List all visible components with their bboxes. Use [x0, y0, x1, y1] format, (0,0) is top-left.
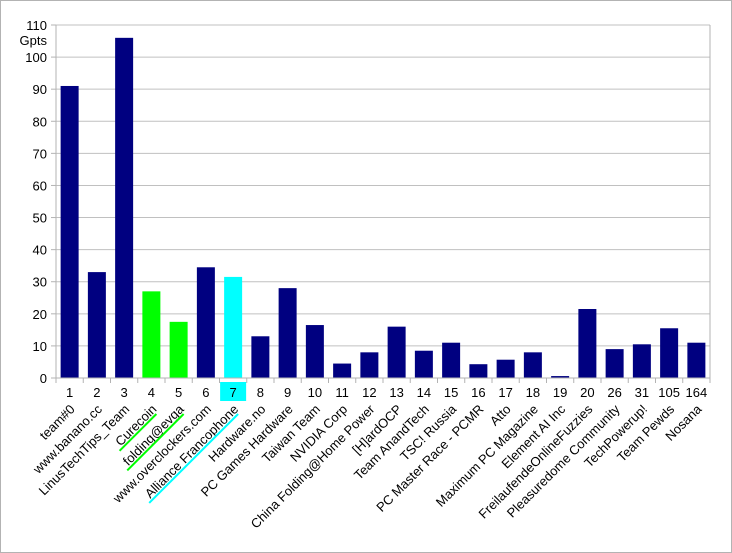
y-tick-label: 20: [33, 307, 47, 322]
y-tick-label: 30: [33, 275, 47, 290]
x-rank-label: 164: [686, 385, 708, 400]
x-rank-label: 2: [93, 385, 100, 400]
bar-rank-11: [333, 363, 352, 378]
bar-rank-2: [87, 272, 106, 378]
bar-rank-20: [578, 309, 597, 378]
x-rank-label: 3: [121, 385, 128, 400]
y-tick-label: 40: [33, 243, 47, 258]
x-rank-label: 10: [308, 385, 322, 400]
axes: [55, 25, 711, 383]
bar-rank-3: [115, 37, 134, 378]
x-rank-label: 19: [553, 385, 567, 400]
x-rank-label: 31: [635, 385, 649, 400]
y-tick-label: 110: [26, 18, 47, 33]
bar-rank-12: [360, 352, 379, 378]
x-rank-label: 8: [257, 385, 264, 400]
rank-highlight-box: [220, 382, 247, 401]
y-tick-label: 0: [40, 371, 47, 386]
x-rank-label: 20: [580, 385, 594, 400]
x-rank-label: 9: [284, 385, 291, 400]
bar-rank-18: [523, 352, 542, 378]
x-rank-label: 11: [335, 385, 349, 400]
bars: [60, 37, 706, 379]
bar-rank-14: [414, 350, 433, 378]
bar-rank-5: [169, 321, 188, 378]
x-rank-label: 15: [444, 385, 458, 400]
y-tick-label: 10: [33, 339, 47, 354]
bar-rank-7: [224, 276, 243, 378]
bar-rank-16: [469, 364, 488, 378]
bar-rank-26: [605, 349, 624, 378]
label-underline: [126, 413, 185, 472]
bar-rank-6: [196, 267, 215, 378]
x-rank-label: 5: [175, 385, 182, 400]
x-axis-rank-labels: 1 2 3 4 5 6 7 8 9 10 11 12 13 14 15 16 17 18 19 20 26 31 105 16…: [66, 382, 707, 401]
bar-rank-164: [687, 342, 706, 378]
x-rank-label: 13: [389, 385, 403, 400]
bar-rank-9: [278, 288, 297, 378]
bar-rank-13: [387, 326, 406, 378]
bar-rank-15: [442, 342, 461, 378]
y-tick-label: 100: [25, 50, 47, 65]
y-tick-label: 80: [33, 114, 47, 129]
bar-rank-17: [496, 359, 515, 378]
x-axis-team-labels: team#0www.banano.ccLinusTechTips_TeamCur…: [29, 401, 705, 531]
bar-rank-105: [660, 328, 679, 378]
y-tick-label: 60: [33, 178, 47, 193]
bar-rank-8: [251, 336, 270, 378]
x-rank-label: 4: [148, 385, 155, 400]
y-tick-label: 70: [33, 146, 47, 161]
x-rank-label: 17: [498, 385, 512, 400]
x-rank-label: 14: [417, 385, 431, 400]
x-rank-label: 7: [230, 385, 237, 400]
x-rank-label: 26: [607, 385, 621, 400]
x-rank-label: 12: [362, 385, 376, 400]
bar-rank-1: [60, 85, 79, 379]
x-rank-label: 6: [202, 385, 209, 400]
bar-rank-19: [551, 376, 570, 378]
x-rank-label: 16: [471, 385, 485, 400]
x-rank-label: 1: [66, 385, 73, 400]
x-rank-label: 105: [658, 385, 680, 400]
y-tick-label: 50: [33, 211, 47, 226]
y-axis-ticks: 0 10 20 30 40 50 60 70 80 90 100 110: [25, 18, 56, 386]
bar-rank-10: [305, 325, 324, 378]
x-rank-label: 18: [526, 385, 540, 400]
y-tick-label: 90: [33, 82, 47, 97]
label-underline: [148, 413, 239, 504]
y-axis-unit-label: Gpts: [20, 33, 48, 48]
bar-rank-31: [632, 344, 651, 378]
label-underline: [118, 413, 158, 452]
bar-rank-4: [142, 291, 161, 378]
